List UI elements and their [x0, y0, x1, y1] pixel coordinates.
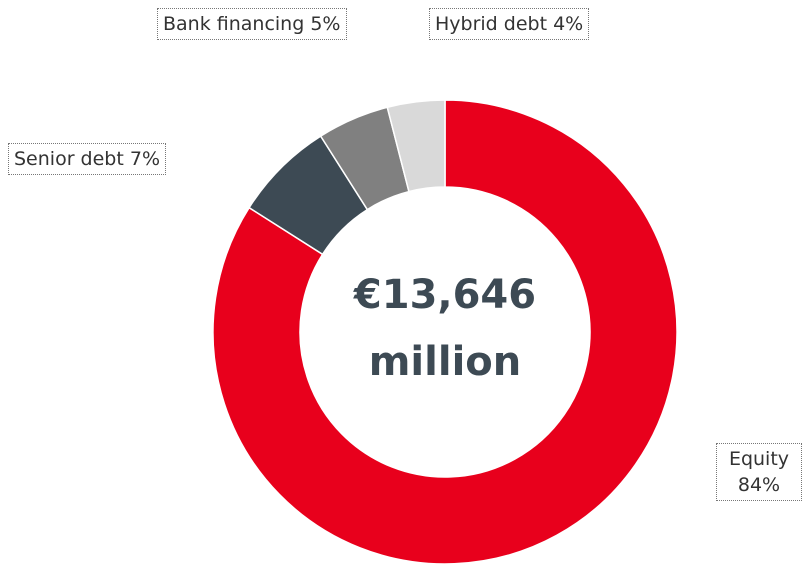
- donut-segment: [386, 99, 446, 193]
- label-value: 4%: [553, 13, 584, 35]
- legend-label: Bank financing 5%: [157, 8, 347, 40]
- center-unit: million: [369, 339, 521, 385]
- label-value: 7%: [129, 148, 161, 170]
- donut: [212, 99, 678, 564]
- label-name: Hybrid debt: [435, 13, 548, 35]
- legend-label: Hybrid debt 4%: [429, 8, 590, 40]
- legend-label: Equity 84%: [716, 443, 802, 501]
- label-name: Equity: [728, 448, 790, 470]
- donut-segment: [212, 99, 678, 564]
- label-name: Bank financing: [163, 13, 305, 35]
- legend-label: Senior debt 7%: [8, 143, 167, 175]
- label-value: 5%: [310, 13, 341, 35]
- center-amount: €13,646: [353, 272, 536, 318]
- label-name: Senior debt: [14, 148, 124, 170]
- label-value: 84%: [737, 474, 781, 496]
